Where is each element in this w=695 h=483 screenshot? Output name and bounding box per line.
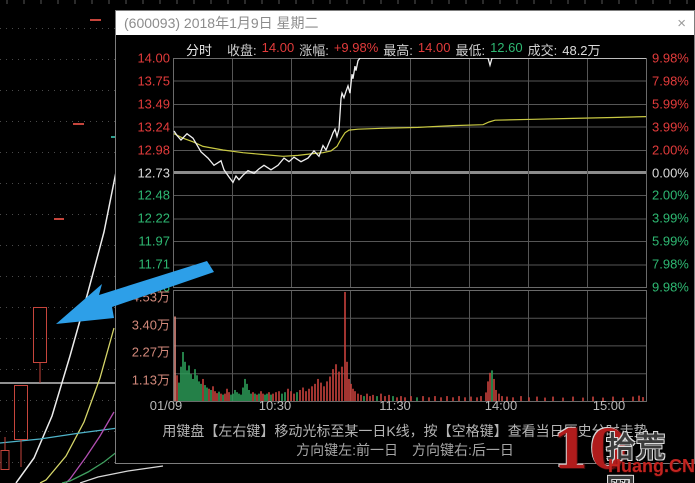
pct-axis-label: 5.99% xyxy=(652,233,689,249)
price-axis-label: 13.75 xyxy=(137,73,170,89)
volume-label: 成交: xyxy=(527,43,558,58)
volume-axis-label: 1.13万 xyxy=(131,372,170,388)
price-axis-label: 12.22 xyxy=(137,210,170,226)
watermark-domain: Huang.CN xyxy=(608,456,695,476)
price-axis-label: 12.73 xyxy=(137,165,170,180)
pct-axis-label: 7.98% xyxy=(652,256,689,272)
volume-axis-label: 4.53万 xyxy=(131,289,170,305)
close-label: 收盘: xyxy=(227,43,257,58)
close-value: 14.00 xyxy=(261,40,295,55)
pct-axis-label: 9.98% xyxy=(652,279,689,295)
candlestick xyxy=(33,307,47,363)
price-axis-label: 11.71 xyxy=(138,256,170,272)
price-axis-label: 13.49 xyxy=(137,96,170,112)
price-axis-label: 12.98 xyxy=(137,142,170,158)
low-label: 最低: xyxy=(455,43,486,58)
intraday-popup-window: (600093) 2018年1月9日 星期二 × 分时 收盘: 14.00 涨幅… xyxy=(115,10,695,464)
x-axis-label: 10:30 xyxy=(258,398,292,413)
x-axis-label: 01/09 xyxy=(149,398,183,413)
change-value: +9.98% xyxy=(333,40,379,55)
intraday-chart[interactable] xyxy=(173,57,647,402)
low-value: 12.60 xyxy=(490,40,523,55)
ma-green xyxy=(61,450,119,483)
change-label: 涨幅: xyxy=(299,43,329,58)
pct-axis-label: 7.98% xyxy=(652,73,689,89)
watermark-logo: 10 拾荒网 Huang.CN xyxy=(552,417,695,483)
pct-axis-label: 5.99% xyxy=(652,96,689,112)
volume-value: 48.2万 xyxy=(562,43,601,58)
high-label: 最高: xyxy=(383,43,413,58)
candlestick xyxy=(0,450,10,470)
close-icon[interactable]: × xyxy=(677,14,686,32)
candlestick xyxy=(14,385,28,440)
chart-mode-label: 分时 xyxy=(186,43,213,58)
popup-title-bar[interactable]: (600093) 2018年1月9日 星期二 × xyxy=(116,11,694,35)
watermark-site: 拾荒网 xyxy=(606,432,667,483)
x-axis-label: 11:30 xyxy=(379,398,411,413)
watermark-number: 10 xyxy=(552,417,628,481)
pct-axis-label: 2.00% xyxy=(652,142,689,158)
pct-axis-label: 3.99% xyxy=(652,210,689,226)
ma-cyan xyxy=(0,427,119,444)
stats-row: 分时 收盘: 14.00 涨幅: +9.98% 最高: 14.00 最低: 12… xyxy=(186,40,601,59)
price-axis-label: 12.48 xyxy=(137,187,170,203)
popup-title: (600093) 2018年1月9日 星期二 xyxy=(124,15,319,31)
help-text-arrows: 方向键左:前一日 方向键右:后一日 xyxy=(296,442,514,458)
ma-yellow xyxy=(39,327,115,483)
price-axis-label: 13.24 xyxy=(137,119,170,135)
x-axis-label: 14:00 xyxy=(484,398,518,413)
ma-magenta xyxy=(65,411,115,483)
x-axis-label: 15:00 xyxy=(592,398,626,413)
price-line xyxy=(173,57,646,184)
price-axis-label: 11.97 xyxy=(138,233,170,249)
ma-white xyxy=(15,161,119,483)
pct-axis-label: 2.00% xyxy=(652,187,689,203)
pct-axis-label: 3.99% xyxy=(652,119,689,135)
pct-axis-label: 9.98% xyxy=(652,50,689,66)
ma-pale xyxy=(79,465,164,483)
help-text-keys: 用键盘【左右键】移动光标至某一日K线，按【空格键】查看当日历史分时走势 xyxy=(162,423,648,439)
average-price-line xyxy=(173,116,647,157)
volume-axis-label: 3.40万 xyxy=(131,317,170,333)
price-axis-label: 14.00 xyxy=(137,50,170,66)
high-value: 14.00 xyxy=(417,40,451,55)
volume-axis-label: 2.27万 xyxy=(131,344,170,360)
pct-axis-label: 0.00% xyxy=(652,165,689,180)
